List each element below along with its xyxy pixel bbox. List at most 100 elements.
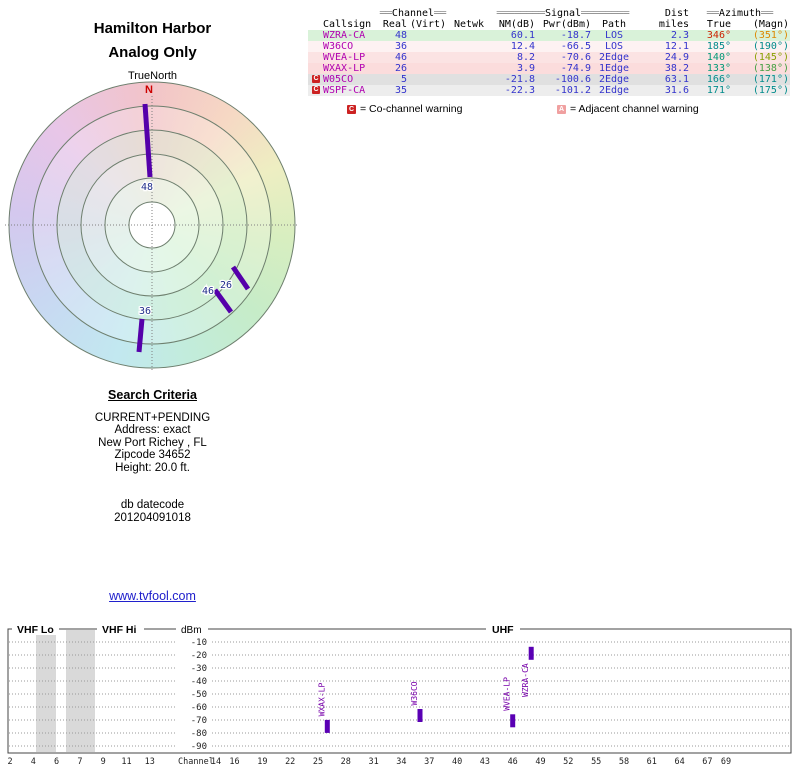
chart-section-labels: VHF Lo VHF Hi dBm UHF bbox=[12, 624, 520, 636]
channel-tick-label: 19 bbox=[257, 757, 267, 767]
radar-station-label: 36 bbox=[139, 306, 151, 317]
radar-station-bar bbox=[230, 265, 251, 291]
signal-station-label: WXAX-LP bbox=[317, 683, 326, 717]
criteria-line: New Port Richey , FL bbox=[98, 436, 207, 449]
adjacent-channel-legend-text: = Adjacent channel warning bbox=[570, 103, 699, 115]
signal-marker bbox=[528, 646, 534, 660]
co-channel-legend-text: = Co-channel warning bbox=[360, 103, 463, 115]
search-criteria-title: Search Criteria bbox=[108, 388, 197, 402]
channel-tick-label: 55 bbox=[591, 757, 601, 767]
north-marker: N bbox=[145, 84, 153, 96]
vhf-hi-label: VHF Hi bbox=[102, 624, 137, 636]
radar-plot: N 48 26 46 36 bbox=[5, 81, 297, 370]
dbm-tick-label: -50 bbox=[191, 690, 207, 700]
radar-station-bar bbox=[136, 318, 145, 353]
dbm-tick-label: -20 bbox=[191, 651, 207, 661]
station-row: C W05CO 5 -21.8 -100.6 2Edge 63.1 166° (171°) bbox=[308, 74, 790, 85]
channel-tick-label: 64 bbox=[674, 757, 684, 767]
radar-station-label: 26 bbox=[220, 280, 232, 291]
dbm-tick-labels: -10 -20 -30 -40 -50 -60 -70 -80 -90 bbox=[191, 638, 207, 752]
channel-tick-label: 7 bbox=[77, 757, 82, 767]
db-datecode-value: 201204091018 bbox=[114, 511, 191, 524]
criteria-line: Height: 20.0 ft. bbox=[115, 461, 190, 474]
tvfool-link[interactable]: www.tvfool.com bbox=[109, 589, 196, 603]
channel-tick-label: 69 bbox=[721, 757, 731, 767]
channel-tick-label: 43 bbox=[480, 757, 490, 767]
channel-tick-label: 2 bbox=[7, 757, 12, 767]
dbm-tick-label: -60 bbox=[191, 703, 207, 713]
station-row: WXAX-LP 26 3.9 -74.9 1Edge 38.2 133° (138°) bbox=[308, 63, 790, 74]
search-criteria: Search Criteria CURRENT+PENDING Address: … bbox=[0, 389, 305, 524]
station-table: ══Channel══ ════════Signal════════ Dist ══A… bbox=[308, 8, 790, 96]
chart-gridlines bbox=[9, 641, 790, 747]
report-title: Hamilton Harbor bbox=[93, 20, 212, 37]
channel-axis-label: Channel bbox=[178, 757, 214, 767]
station-row: C WSPF-CA 35 -22.3 -101.2 2Edge 31.6 171° (175°) bbox=[308, 85, 790, 96]
signal-station-label: W36CO bbox=[410, 681, 419, 705]
signal-station-label: WZRA-CA bbox=[521, 663, 530, 697]
radar-station-bar bbox=[142, 103, 153, 178]
channel-tick-label: 14 bbox=[211, 757, 221, 767]
dbm-tick-label: -30 bbox=[191, 664, 207, 674]
radar-station-bar bbox=[212, 288, 234, 314]
channel-tick-label: 58 bbox=[619, 757, 629, 767]
radar-rings bbox=[8, 81, 296, 369]
channel-tick-label: 16 bbox=[229, 757, 239, 767]
vhf-lo-label: VHF Lo bbox=[17, 624, 54, 636]
channel-tick-label: 31 bbox=[368, 757, 378, 767]
radar-crosshair bbox=[5, 96, 297, 370]
channel-tick-label: 11 bbox=[121, 757, 131, 767]
channel-tick-label: 34 bbox=[396, 757, 406, 767]
report-subtitle: Analog Only bbox=[108, 44, 197, 61]
dbm-tick-label: -90 bbox=[191, 742, 207, 752]
adjacent-channel-legend: A = Adjacent channel warning bbox=[557, 103, 699, 115]
channel-tick-label: 6 bbox=[54, 757, 59, 767]
co-channel-warning-icon: C bbox=[347, 104, 356, 114]
channel-warning-icon: C bbox=[312, 75, 320, 83]
channel-warning-icon: C bbox=[312, 86, 320, 94]
channel-tick-label: 67 bbox=[702, 757, 712, 767]
true-north-label: TrueNorth bbox=[127, 70, 178, 82]
search-criteria-lines: CURRENT+PENDING Address: exact New Port Ri… bbox=[0, 412, 305, 475]
channel-tick-label: 28 bbox=[341, 757, 351, 767]
channel-tick-label: 46 bbox=[508, 757, 518, 767]
db-datecode-label: db datecode bbox=[120, 499, 185, 511]
dbm-tick-label: -40 bbox=[191, 677, 207, 687]
channel-tick-label: 9 bbox=[101, 757, 106, 767]
channel-tick-label: 49 bbox=[535, 757, 545, 767]
channel-tick-label: 37 bbox=[424, 757, 434, 767]
channel-tick-labels: 2 4 6 7 9 11 13 14 16 19 22 25 28 31 34 37 40 43 46 49 52 55 5… bbox=[7, 757, 731, 767]
warnings-legend: C = Co-channel warning A = Adjacent chan… bbox=[305, 103, 800, 117]
radar-titles: Hamilton Harbor Analog Only TrueNorth bbox=[0, 20, 305, 82]
radar-station-label: 48 bbox=[141, 182, 153, 193]
channel-tick-label: 22 bbox=[285, 757, 295, 767]
signal-strength-chart: VHF Lo VHF Hi dBm UHF -10 -20 -30 -40 -50 -60… bbox=[7, 624, 792, 767]
station-table-wrap: ══Channel══ ════════Signal════════ Dist ══A… bbox=[308, 8, 790, 96]
criteria-line: Zipcode 34652 bbox=[114, 449, 191, 461]
signal-marker bbox=[417, 709, 423, 722]
station-row: W36CO 36 12.4 -66.5 LOS 12.1 185° (190°) bbox=[308, 41, 790, 52]
chart-border bbox=[7, 628, 792, 754]
channel-tick-label: 40 bbox=[452, 757, 462, 767]
channel-tick-label: 52 bbox=[563, 757, 573, 767]
channel-tick-label: 25 bbox=[313, 757, 323, 767]
vhf-shaded-band bbox=[66, 630, 95, 752]
uhf-label: UHF bbox=[492, 624, 514, 636]
criteria-line: Address: exact bbox=[114, 424, 191, 436]
station-row: WZRA-CA 48 60.1 -18.7 LOS 2.3 346° (351°) bbox=[308, 30, 790, 41]
signal-markers: WXAX-LP W36CO WVEA-LP WZRA-CA bbox=[317, 646, 534, 733]
dbm-tick-label: -10 bbox=[191, 638, 207, 648]
radar-station-label: 46 bbox=[202, 286, 214, 297]
vhf-shaded-bands bbox=[36, 630, 95, 752]
dbm-tick-label: -80 bbox=[191, 729, 207, 739]
table-header-groups: ══Channel══ ════════Signal════════ Dist ══A… bbox=[379, 8, 774, 19]
criteria-line: CURRENT+PENDING bbox=[94, 411, 211, 424]
radar-station-markers: 48 26 46 36 bbox=[136, 103, 251, 353]
channel-tick-label: 13 bbox=[145, 757, 155, 767]
dbm-tick-label: -70 bbox=[191, 716, 207, 726]
station-row: WVEA-LP 46 8.2 -70.6 2Edge 24.9 140° (145°) bbox=[308, 52, 790, 63]
table-header-columns: Callsign Real (Virt) Netwk NM(dB) Pwr(dBm) Pat… bbox=[323, 19, 789, 30]
dbm-axis-label: dBm bbox=[181, 625, 202, 636]
channel-tick-label: 61 bbox=[647, 757, 657, 767]
